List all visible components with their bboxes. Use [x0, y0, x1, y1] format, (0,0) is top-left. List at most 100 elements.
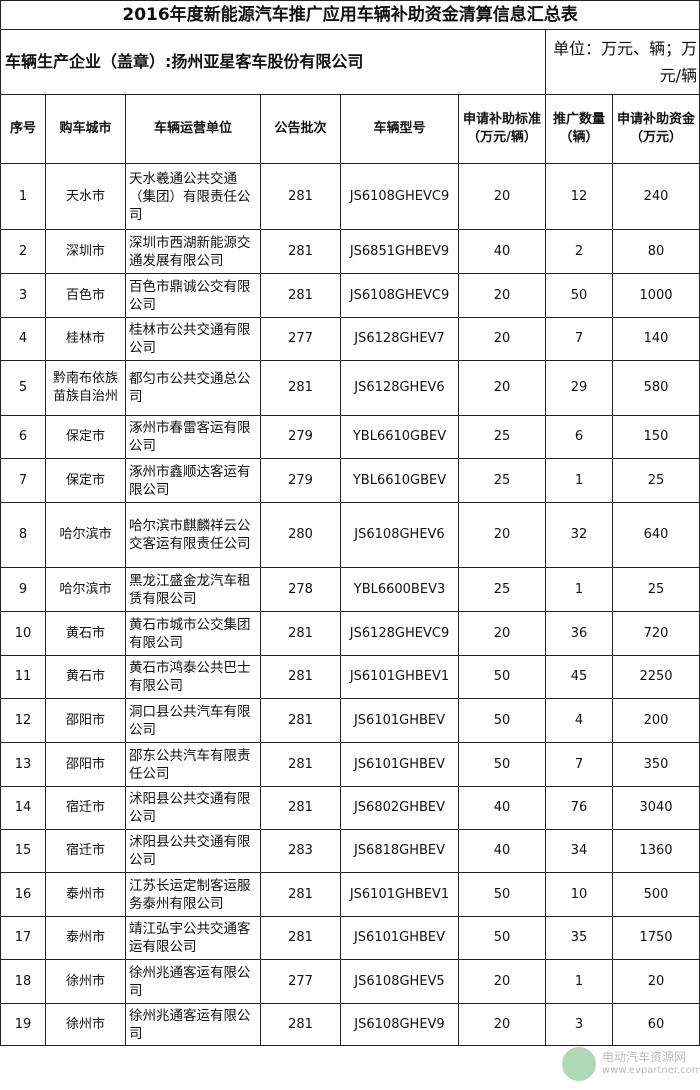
table-row: 6 保定市 涿州市春雷客运有限公司 279 YBL6610GBEV 25 6 150 [0, 415, 700, 459]
cell-model: JS6818GHBEV [340, 829, 459, 873]
cell-city: 徐州市 [45, 959, 126, 1004]
cell-seq: 18 [0, 959, 46, 1004]
manufacturer-label: 车辆生产企业（盖章）:扬州亚星客车股份有限公司 [0, 29, 546, 95]
cell-city: 哈尔滨市 [45, 567, 126, 612]
cell-model: JS6101GHBEV [340, 916, 459, 960]
cell-operator: 沭阳县公共交通有限公司 [125, 829, 261, 873]
cell-quantity: 29 [545, 360, 613, 416]
cell-standard: 50 [458, 872, 546, 917]
cell-standard: 20 [458, 317, 546, 361]
cell-quantity: 36 [545, 611, 613, 656]
table-row: 3 百色市 百色市鼎诚公交有限公司 281 JS6108GHEVC9 20 50 1000 [0, 273, 700, 318]
cell-standard: 50 [458, 742, 546, 787]
cell-standard: 20 [458, 502, 546, 568]
table-row: 2 深圳市 深圳市西湖新能源交通发展有限公司 281 JS6851GHBEV9 40 2 80 [0, 229, 700, 274]
cell-quantity: 1 [545, 567, 613, 612]
cell-standard: 20 [458, 1003, 546, 1046]
cell-quantity: 1 [545, 959, 613, 1004]
cell-city: 泰州市 [45, 916, 126, 960]
cell-amount: 3040 [611, 786, 700, 830]
cell-operator: 黄石市鸿泰公共巴士有限公司 [125, 655, 261, 699]
cell-batch: 281 [260, 872, 341, 917]
cell-batch: 281 [260, 742, 341, 787]
table-row: 11 黄石市 黄石市鸿泰公共巴士有限公司 281 JS6101GHBEV1 50 45 225… [0, 655, 700, 699]
cell-batch: 281 [260, 786, 341, 830]
cell-standard: 20 [458, 360, 546, 416]
cell-seq: 7 [0, 458, 46, 503]
cell-model: JS6108GHEV5 [340, 959, 459, 1004]
cell-seq: 19 [0, 1003, 46, 1046]
cell-model: JS6802GHBEV [340, 786, 459, 830]
cell-operator: 都匀市公共交通总公司 [125, 360, 261, 416]
header-operator: 车辆运营单位 [125, 94, 261, 164]
cell-seq: 5 [0, 360, 46, 416]
header-city: 购车城市 [45, 94, 126, 164]
cell-amount: 640 [611, 502, 700, 568]
cell-batch: 279 [260, 415, 341, 459]
cell-model: JS6851GHBEV9 [340, 229, 459, 274]
cell-batch: 283 [260, 829, 341, 873]
table-row: 10 黄石市 黄石市城市公交集团有限公司 281 JS6128GHEVC9 20 36 720 [0, 611, 700, 656]
cell-seq: 2 [0, 229, 46, 274]
header-model: 车辆型号 [340, 94, 459, 164]
cell-model: YBL6610GBEV [340, 415, 459, 459]
cell-operator: 洞口县公共汽车有限公司 [125, 698, 261, 743]
cell-city: 黄石市 [45, 655, 126, 699]
cell-amount: 1360 [611, 829, 700, 873]
cell-amount: 150 [611, 415, 700, 459]
cell-operator: 沭阳县公共交通有限公司 [125, 786, 261, 830]
cell-amount: 240 [611, 163, 700, 230]
table-row: 4 桂林市 桂林市公共交通有限公司 277 JS6128GHEV7 20 7 140 [0, 317, 700, 361]
cell-model: JS6128GHEV7 [340, 317, 459, 361]
cell-operator: 邵东公共汽车有限责任公司 [125, 742, 261, 787]
cell-model: JS6128GHEVC9 [340, 611, 459, 656]
cell-quantity: 32 [545, 502, 613, 568]
header-seq: 序号 [0, 94, 46, 164]
cell-operator: 黑龙江盛金龙汽车租赁有限公司 [125, 567, 261, 612]
cell-city: 深圳市 [45, 229, 126, 274]
page-title: 2016年度新能源汽车推广应用车辆补助资金清算信息汇总表 [0, 0, 700, 30]
cell-seq: 15 [0, 829, 46, 873]
cell-amount: 1750 [611, 916, 700, 960]
watermark-url: www.evpartner.com [602, 1065, 700, 1076]
cell-batch: 281 [260, 1003, 341, 1046]
cell-batch: 277 [260, 959, 341, 1004]
cell-standard: 20 [458, 959, 546, 1004]
cell-city: 宿迁市 [45, 786, 126, 830]
cell-quantity: 7 [545, 317, 613, 361]
cell-quantity: 7 [545, 742, 613, 787]
cell-amount: 720 [611, 611, 700, 656]
cell-amount: 60 [611, 1003, 700, 1046]
cell-operator: 天水羲通公共交通（集团）有限责任公司 [125, 163, 261, 230]
cell-quantity: 1 [545, 458, 613, 503]
table-row: 5 黔南布依族苗族自治州 都匀市公共交通总公司 281 JS6128GHEV6 20 29 5… [0, 360, 700, 416]
cell-model: JS6108GHEV9 [340, 1003, 459, 1046]
header-standard: 申请补助标准（万元/辆） [458, 94, 546, 164]
cell-seq: 17 [0, 916, 46, 960]
cell-amount: 2250 [611, 655, 700, 699]
cell-standard: 20 [458, 611, 546, 656]
cell-model: JS6101GHBEV1 [340, 872, 459, 917]
cell-quantity: 76 [545, 786, 613, 830]
cell-model: JS6101GHBEV [340, 698, 459, 743]
cell-quantity: 35 [545, 916, 613, 960]
cell-seq: 1 [0, 163, 46, 230]
cell-city: 百色市 [45, 273, 126, 318]
cell-city: 宿迁市 [45, 829, 126, 873]
header-quantity: 推广数量（辆） [545, 94, 613, 164]
table-row: 12 邵阳市 洞口县公共汽车有限公司 281 JS6101GHBEV 50 4 200 [0, 698, 700, 743]
cell-standard: 25 [458, 567, 546, 612]
cell-city: 保定市 [45, 415, 126, 459]
cell-city: 徐州市 [45, 1003, 126, 1046]
cell-city: 桂林市 [45, 317, 126, 361]
cell-city: 泰州市 [45, 872, 126, 917]
cell-city: 邵阳市 [45, 698, 126, 743]
cell-operator: 涿州市鑫顺达客运有限公司 [125, 458, 261, 503]
cell-operator: 百色市鼎诚公交有限公司 [125, 273, 261, 318]
cell-city: 黔南布依族苗族自治州 [45, 360, 126, 416]
cell-seq: 11 [0, 655, 46, 699]
cell-standard: 40 [458, 229, 546, 274]
cell-batch: 281 [260, 611, 341, 656]
table-row: 15 宿迁市 沭阳县公共交通有限公司 283 JS6818GHBEV 40 34 1360 [0, 829, 700, 873]
unit-label: 单位：万元、辆；万元/辆 [544, 29, 700, 95]
